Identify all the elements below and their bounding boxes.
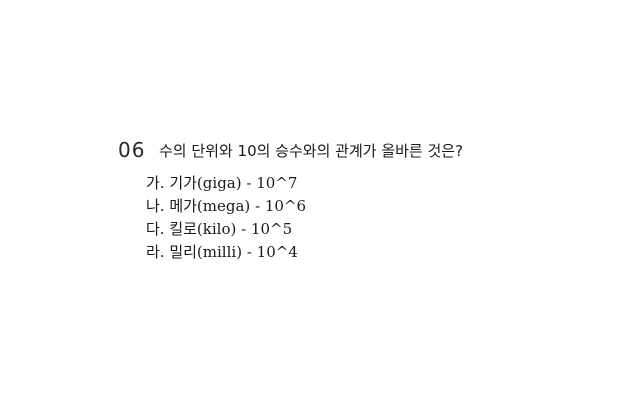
option-na: 나. 메가(mega) - 10^6 bbox=[146, 197, 307, 215]
question-number: 06 bbox=[118, 138, 146, 162]
option-ra: 라. 밀리(milli) - 10^4 bbox=[146, 243, 298, 261]
question-text: 수의 단위와 10의 승수와의 관계가 올바른 것은? bbox=[159, 142, 464, 160]
option-ga: 가. 기가(giga) - 10^7 bbox=[146, 174, 298, 192]
option-da: 다. 킬로(kilo) - 10^5 bbox=[146, 220, 293, 238]
answer-options: 가. 기가(giga) - 10^7 나. 메가(mega) - 10^6 다.… bbox=[146, 172, 306, 264]
